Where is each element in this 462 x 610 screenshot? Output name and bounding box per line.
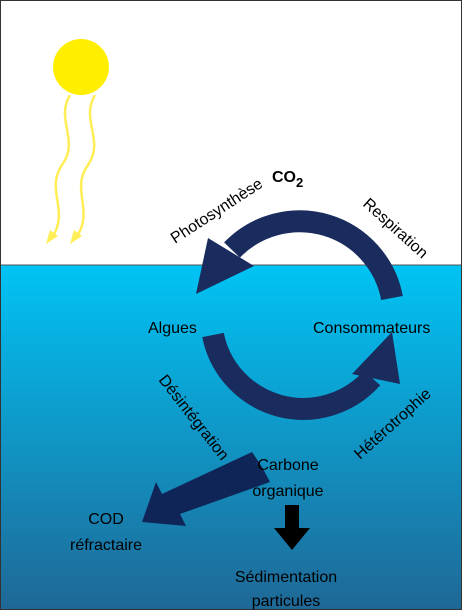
text: particules xyxy=(252,593,320,610)
text: COD xyxy=(88,511,124,528)
node-label: Algues xyxy=(148,320,197,337)
text: organique xyxy=(252,483,323,500)
water xyxy=(1,265,461,609)
text: CO xyxy=(272,169,296,186)
node-label: Consommateurs xyxy=(313,320,430,337)
text: réfractaire xyxy=(70,537,142,554)
text: Carbone xyxy=(257,457,318,474)
sun xyxy=(53,39,109,95)
diagram: CO2 Photosynthèse Respiration Désintégra… xyxy=(0,0,462,610)
text: Sédimentation xyxy=(235,569,337,586)
text: 2 xyxy=(296,175,303,190)
